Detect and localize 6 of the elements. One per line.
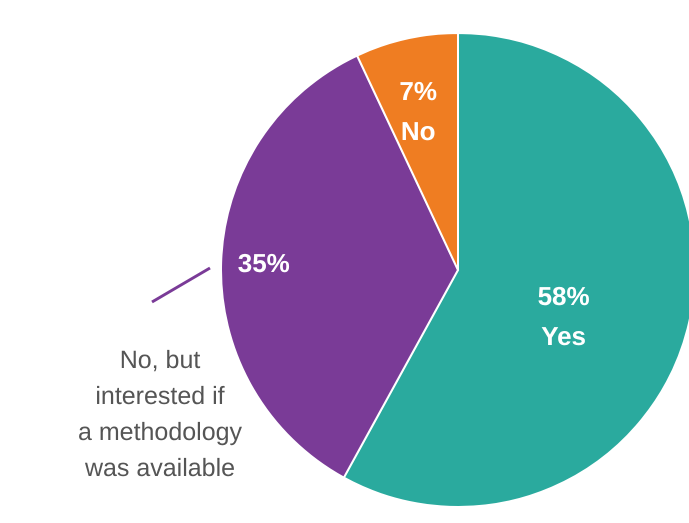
slice-label: No <box>400 116 436 146</box>
data-label: 7% <box>399 76 437 106</box>
data-label: 58% <box>538 281 590 312</box>
slice-label: No, but interested if a methodology was available <box>78 346 242 482</box>
slice-label: Yes <box>541 321 586 352</box>
data-label: 35% <box>238 248 290 278</box>
